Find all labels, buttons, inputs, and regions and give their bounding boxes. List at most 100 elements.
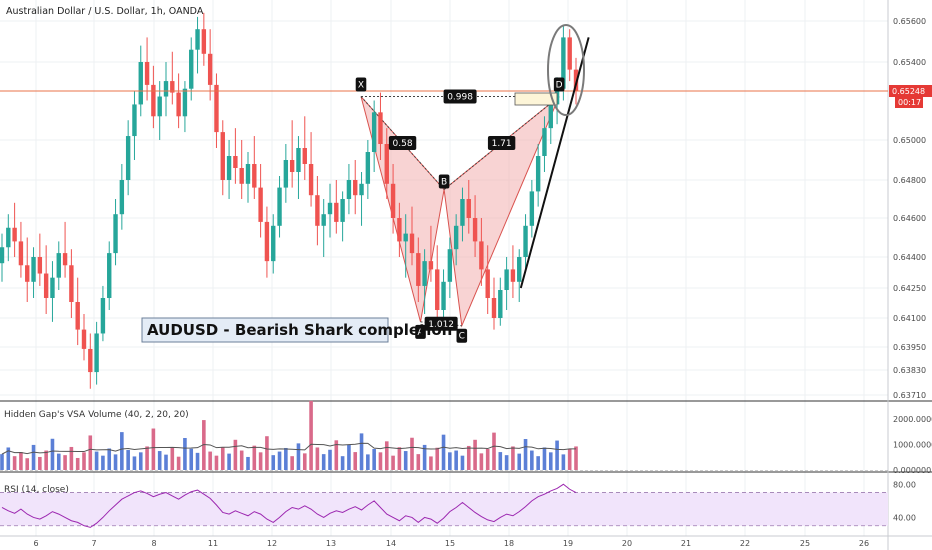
candle	[535, 144, 541, 207]
candle	[0, 233, 5, 282]
time-tick-label: 13	[326, 539, 336, 548]
candle-body	[264, 221, 270, 262]
ratio-label: 1.71	[487, 136, 516, 151]
candle-body	[548, 104, 553, 129]
candle	[31, 247, 36, 298]
time-tick-label: 26	[859, 539, 869, 548]
time-tick-label: 12	[267, 539, 277, 548]
volume-bar	[107, 448, 112, 470]
candle-body	[371, 112, 377, 152]
volume-bar	[290, 456, 294, 470]
ratio-label-text: 0.58	[393, 139, 413, 149]
time-tick-label: 11	[208, 539, 218, 548]
volume-bar	[403, 451, 408, 470]
candle	[485, 245, 490, 314]
ratio-label-bg	[487, 136, 516, 151]
volume-bar	[208, 451, 212, 470]
candle	[25, 237, 30, 302]
candle	[390, 164, 396, 234]
volume-bar	[170, 447, 175, 470]
candle	[308, 132, 314, 207]
candle-body	[460, 199, 465, 226]
candle-body	[573, 69, 579, 91]
candle	[75, 277, 80, 346]
volume-tick-label: 0.000000	[893, 466, 931, 475]
rsi-tick-label: 40.00	[893, 513, 916, 522]
candle	[132, 90, 137, 160]
candle-body	[207, 53, 213, 85]
ratio-label-text: 1.71	[492, 139, 512, 149]
candle-body	[220, 132, 225, 180]
volume-bar	[0, 454, 4, 470]
candle-body	[315, 195, 320, 226]
candle	[201, 12, 207, 66]
countdown-value: 00:17	[898, 98, 921, 107]
volume-bar	[120, 432, 124, 470]
volume-bar	[19, 452, 23, 470]
volume-bar	[258, 452, 263, 470]
volume-pane: 2000.000000 1000.000000 0.000000	[0, 400, 932, 475]
candle	[315, 176, 320, 246]
time-tick-label: 18	[504, 539, 514, 548]
volume-bar	[378, 452, 383, 470]
candle	[409, 206, 415, 266]
time-tick-label: 15	[445, 539, 455, 548]
volume-bar	[384, 441, 389, 470]
volume-bar	[271, 455, 276, 470]
candle	[226, 140, 232, 199]
time-tick-label: 21	[681, 539, 691, 548]
volume-bar	[239, 450, 244, 470]
candle-body	[138, 62, 143, 105]
candle-body	[62, 253, 68, 266]
completion-ellipse	[547, 24, 585, 116]
ratio-label: 0.998	[443, 89, 477, 104]
candle-body	[151, 84, 156, 117]
candlestick-series	[0, 12, 579, 389]
point-label-d-text: D	[556, 81, 563, 91]
candle-body	[302, 148, 307, 164]
volume-bar	[473, 439, 477, 470]
volume-bar	[542, 447, 547, 470]
candle	[107, 241, 112, 310]
time-tick-label: 25	[800, 539, 810, 548]
last-price-value: 0.65248	[892, 87, 925, 96]
point-label-x-text: X	[358, 81, 364, 91]
candle	[491, 277, 497, 330]
volume-tick-label: 2000.000000	[893, 415, 932, 424]
candle	[113, 199, 118, 266]
candle	[523, 214, 528, 270]
candle-body	[43, 273, 49, 298]
candle	[510, 245, 516, 298]
volume-bar	[302, 453, 307, 470]
candle	[144, 37, 150, 101]
time-tick-label: 14	[386, 539, 396, 548]
candle-body	[258, 187, 263, 222]
candle-body	[447, 249, 453, 282]
volume-bar	[164, 454, 168, 470]
candle-body	[182, 88, 188, 117]
price-zone-box	[514, 92, 558, 106]
time-axis: 6 7 8 11 12 13 14 15 18 19 20 21 22 25 26	[33, 539, 869, 548]
candle-body	[321, 214, 326, 226]
candle	[189, 37, 194, 101]
volume-bar	[498, 452, 503, 470]
candle	[460, 187, 465, 242]
volume-bar	[6, 447, 11, 470]
volume-bar	[340, 456, 345, 470]
candle	[397, 202, 402, 257]
volume-bar	[347, 444, 351, 470]
candle-body	[144, 62, 150, 85]
candle-body	[94, 333, 99, 373]
candle	[517, 249, 522, 302]
candle-body	[69, 265, 74, 302]
volume-bar	[183, 438, 187, 470]
candle-body	[226, 156, 232, 180]
price-tick-label: 0.64400	[893, 253, 926, 262]
volume-bar	[567, 448, 572, 470]
candle	[453, 214, 459, 266]
volume-bar	[574, 446, 578, 470]
volume-bar	[492, 432, 496, 470]
point-label-c: C	[456, 328, 468, 343]
candle-body	[6, 227, 11, 248]
